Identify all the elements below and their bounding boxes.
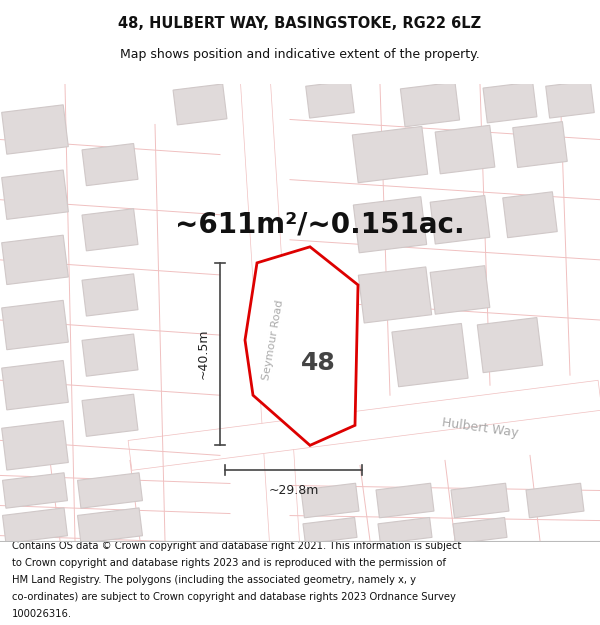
Polygon shape — [435, 125, 495, 174]
Text: 48: 48 — [301, 351, 335, 375]
Text: Hulbert Way: Hulbert Way — [441, 416, 519, 440]
Polygon shape — [128, 380, 600, 470]
Polygon shape — [240, 73, 300, 552]
Polygon shape — [82, 144, 138, 186]
Polygon shape — [306, 81, 354, 118]
Polygon shape — [503, 192, 557, 238]
Polygon shape — [400, 82, 460, 127]
Polygon shape — [2, 301, 68, 350]
Text: HM Land Registry. The polygons (including the associated geometry, namely x, y: HM Land Registry. The polygons (includin… — [12, 575, 416, 585]
Text: co-ordinates) are subject to Crown copyright and database rights 2023 Ordnance S: co-ordinates) are subject to Crown copyr… — [12, 592, 456, 602]
Polygon shape — [303, 518, 357, 544]
Polygon shape — [82, 274, 138, 316]
Polygon shape — [353, 197, 427, 252]
Text: Contains OS data © Crown copyright and database right 2021. This information is : Contains OS data © Crown copyright and d… — [12, 541, 461, 551]
Polygon shape — [2, 170, 68, 219]
Text: ~611m²/~0.151ac.: ~611m²/~0.151ac. — [175, 211, 464, 239]
Polygon shape — [378, 518, 432, 544]
Polygon shape — [376, 483, 434, 518]
Polygon shape — [77, 508, 142, 543]
Polygon shape — [451, 483, 509, 518]
Polygon shape — [82, 209, 138, 251]
Polygon shape — [2, 361, 68, 410]
Polygon shape — [513, 122, 567, 168]
Polygon shape — [2, 105, 68, 154]
Polygon shape — [526, 483, 584, 518]
Polygon shape — [2, 472, 67, 508]
Text: Seymour Road: Seymour Road — [261, 299, 285, 381]
Polygon shape — [301, 483, 359, 518]
Polygon shape — [453, 518, 507, 544]
Polygon shape — [352, 126, 428, 182]
Text: Map shows position and indicative extent of the property.: Map shows position and indicative extent… — [120, 48, 480, 61]
Polygon shape — [392, 324, 468, 387]
Polygon shape — [430, 196, 490, 244]
Text: ~29.8m: ~29.8m — [268, 484, 319, 498]
Polygon shape — [2, 508, 67, 543]
Polygon shape — [82, 394, 138, 436]
Polygon shape — [358, 267, 431, 323]
Polygon shape — [430, 266, 490, 314]
Polygon shape — [477, 318, 543, 372]
Polygon shape — [546, 81, 594, 118]
Polygon shape — [245, 247, 358, 446]
Polygon shape — [2, 421, 68, 470]
Polygon shape — [173, 84, 227, 125]
Polygon shape — [77, 472, 142, 508]
Text: to Crown copyright and database rights 2023 and is reproduced with the permissio: to Crown copyright and database rights 2… — [12, 558, 446, 568]
Polygon shape — [82, 334, 138, 376]
Text: 100026316.: 100026316. — [12, 609, 72, 619]
Polygon shape — [2, 235, 68, 284]
Polygon shape — [483, 82, 537, 123]
Text: ~40.5m: ~40.5m — [197, 329, 210, 379]
Text: 48, HULBERT WAY, BASINGSTOKE, RG22 6LZ: 48, HULBERT WAY, BASINGSTOKE, RG22 6LZ — [118, 16, 482, 31]
